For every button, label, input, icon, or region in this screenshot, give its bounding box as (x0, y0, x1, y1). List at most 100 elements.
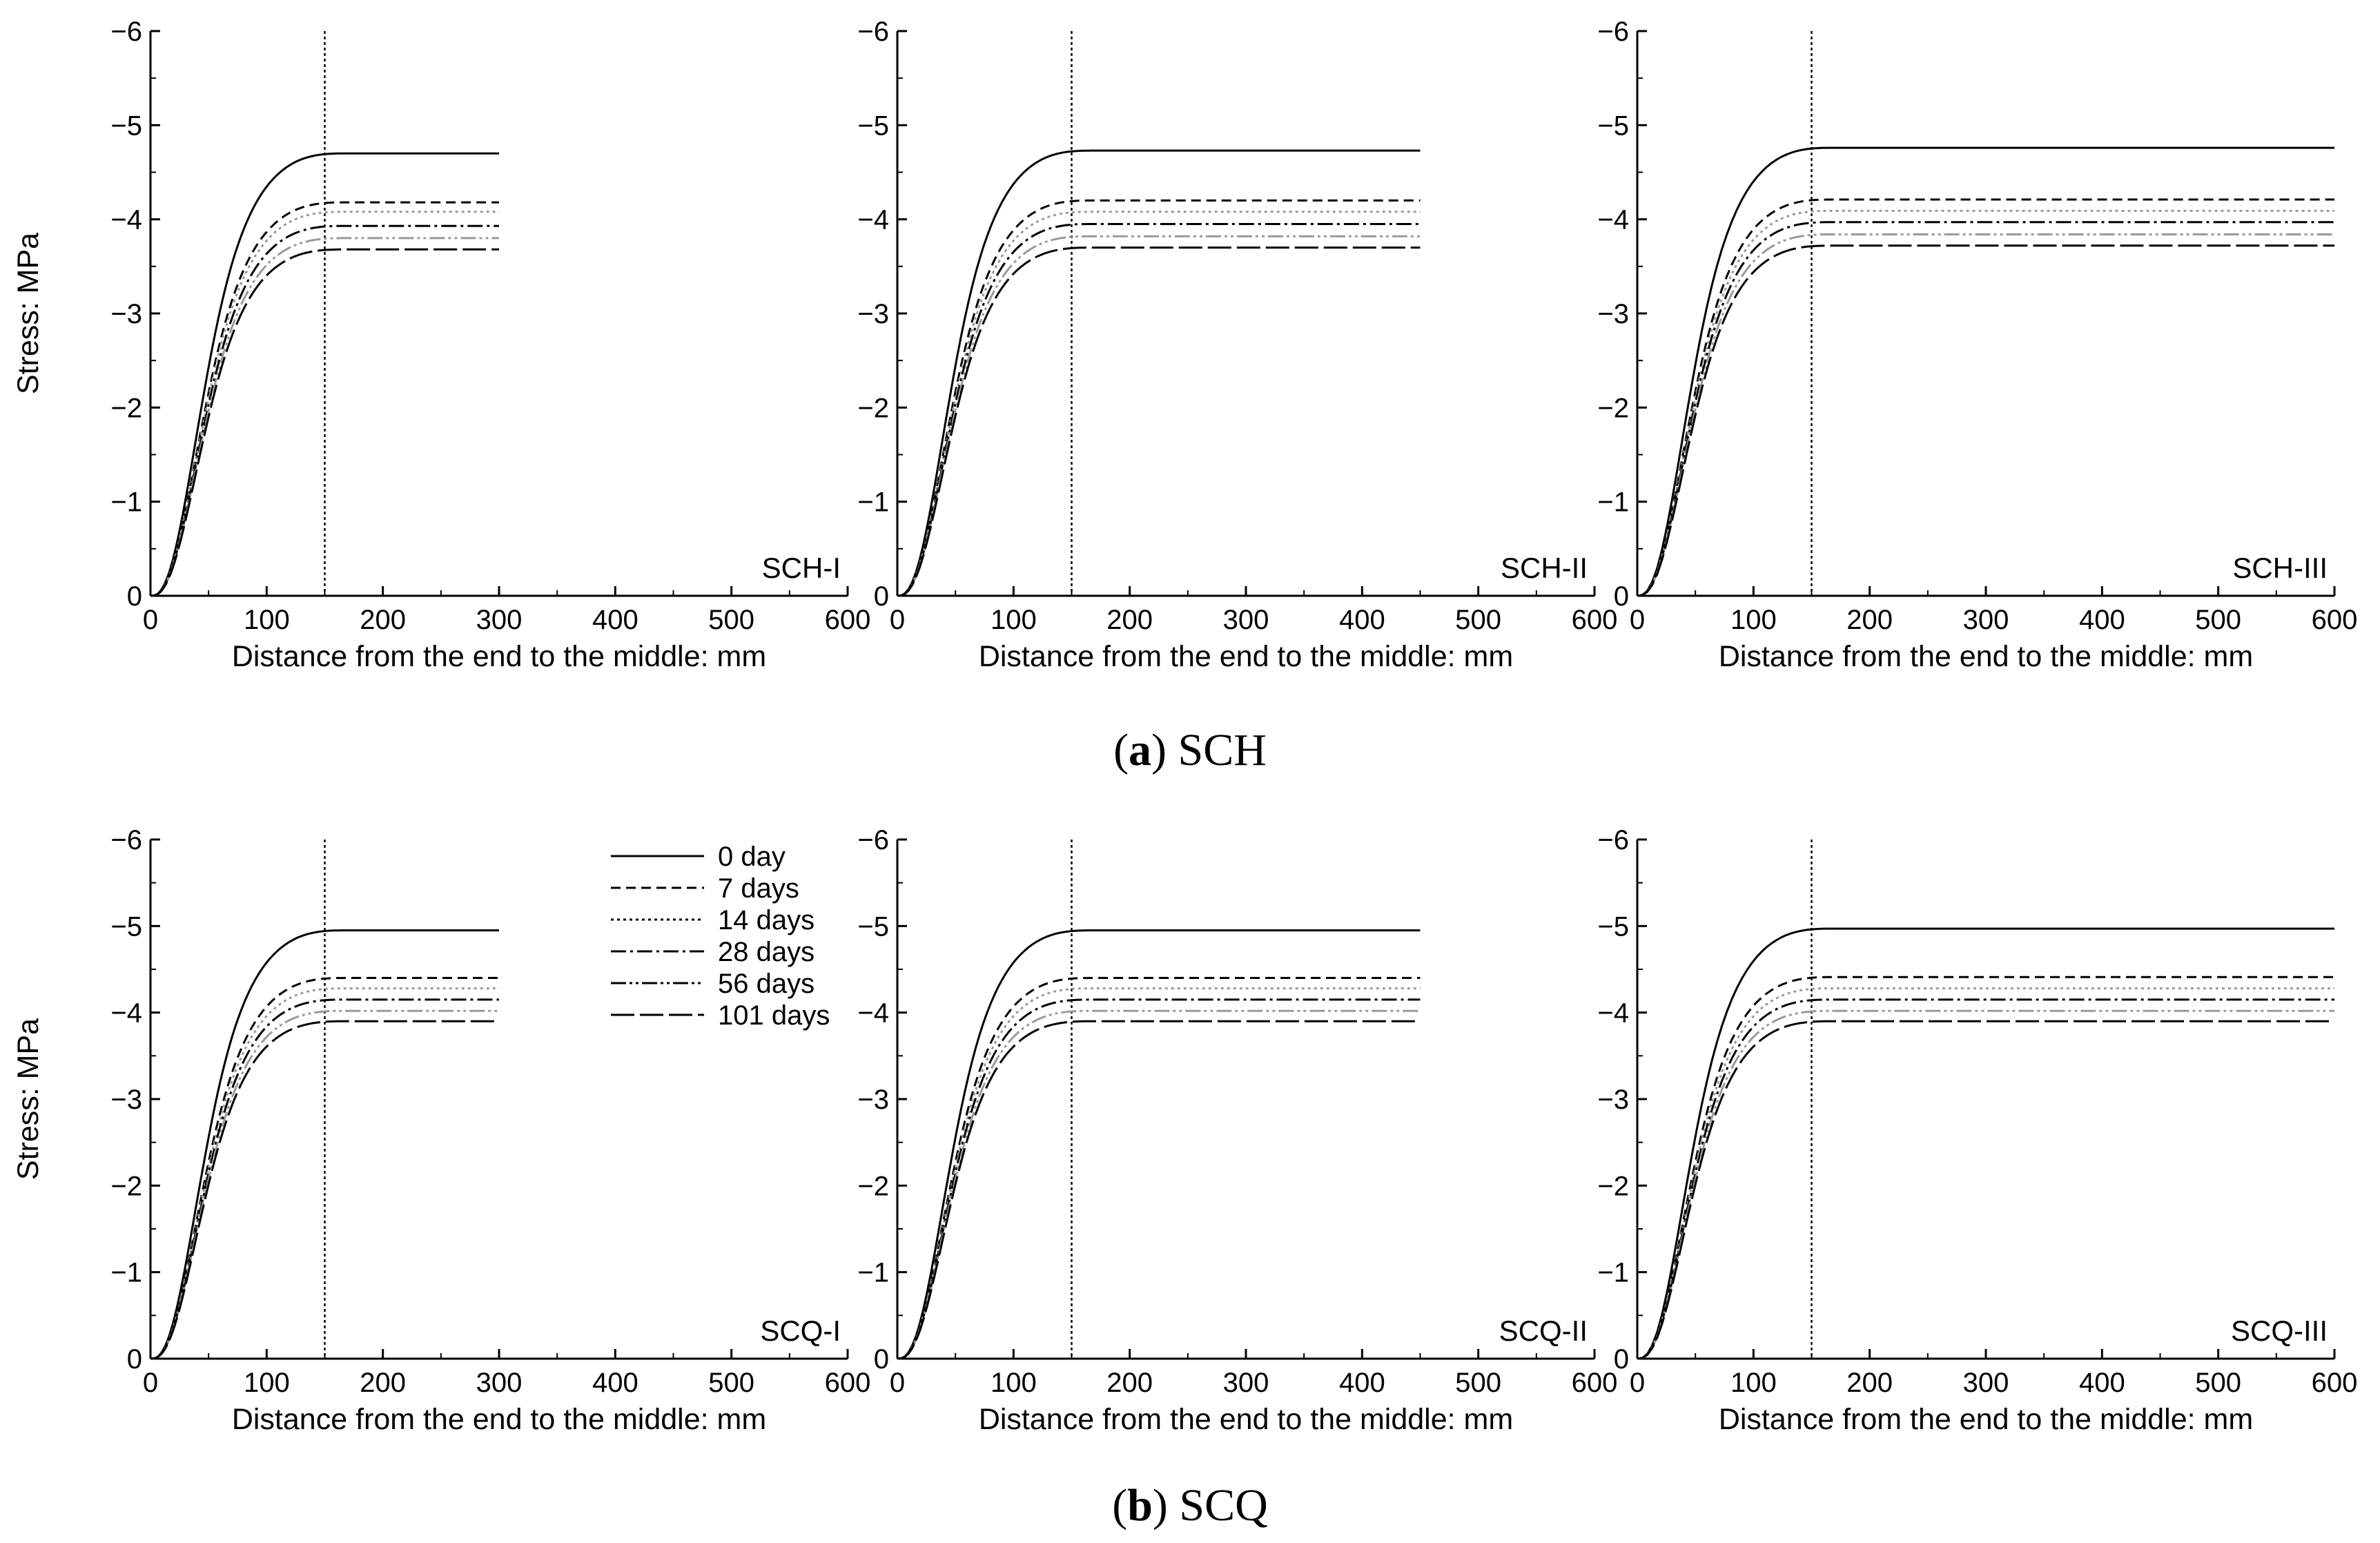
panel-sch-iii-series-0-day (1637, 146, 2334, 597)
panel-scq-ii-series-0-day (897, 929, 1421, 1360)
panel-sch-i-series-56-days (150, 237, 499, 597)
panel-sch-ii-x-tick-label: 100 (991, 605, 1037, 635)
panel-scq-ii-y-tick-label: 0 (874, 1344, 889, 1375)
panel-sch-ii-x-tick-label: 300 (1223, 605, 1269, 635)
panel-sch-ii-y-tick-label: −6 (857, 17, 889, 47)
panel-scq-i-x-axis-title: Distance from the end to the middle: mm (232, 1403, 766, 1436)
panel-sch-i-x-tick-label: 0 (143, 605, 158, 635)
panel-sch-ii-y-tick-label: −5 (857, 110, 889, 141)
panel-scq-i-y-tick-label: −3 (110, 1085, 142, 1115)
panel-scq-ii-x-tick-label: 200 (1106, 1368, 1153, 1398)
panel-scq-i-y-tick-label: −1 (110, 1258, 142, 1288)
panel-scq-iii-x-tick-label: 300 (1963, 1368, 2009, 1398)
panel-sch-ii-y-tick-label: −1 (857, 487, 889, 518)
panel-sch-i-label: SCH-I (762, 552, 841, 584)
panel-sch-ii-y-tick-label: −2 (857, 393, 889, 423)
panel-scq-ii-series-7-days (897, 977, 1421, 1360)
panel-scq-iii-series-7-days (1637, 976, 2334, 1360)
panel-scq-ii-series-28-days (897, 998, 1421, 1360)
panel-sch-iii-series-56-days (1637, 233, 2334, 597)
panel-scq-iii-y-tick-label: −6 (1597, 825, 1629, 855)
panel-scq-iii-series-0-day (1637, 927, 2334, 1360)
panel-sch-iii-label: SCH-III (2232, 552, 2328, 584)
panel-scq-ii-series-101-days (897, 1020, 1421, 1360)
panel-sch-ii-series-0-day (897, 149, 1421, 597)
panel-sch-iii-x-tick-label: 200 (1846, 605, 1893, 635)
panel-scq-iii-series-56-days (1637, 1009, 2334, 1360)
panel-scq-iii-x-tick-label: 100 (1730, 1368, 1777, 1398)
panel-sch-i-x-tick-label: 400 (592, 605, 638, 635)
panel-scq-iii-y-tick-label: −5 (1597, 911, 1629, 942)
panel-sch-i: 0 100 200 300 400 500 600 0 −1 −2 −3 −4 −5 −6 Distance… (12, 17, 870, 673)
panel-sch-iii-y-tick-label: −5 (1597, 110, 1629, 141)
panel-scq-iii-x-tick-label: 0 (1630, 1368, 1645, 1398)
caption-a-letter: a (1129, 725, 1151, 775)
panel-sch-iii-x-axis-title: Distance from the end to the middle: mm (1719, 640, 2253, 673)
panel-sch-iii-series-28-days (1637, 221, 2334, 597)
panel-scq-iii-series-14-days (1637, 987, 2334, 1360)
panel-sch-ii-series-7-days (897, 199, 1421, 597)
caption-a: (a) SCH (1113, 725, 1267, 775)
panel-scq-ii-series-14-days (897, 987, 1421, 1360)
panel-scq-iii-label: SCQ-III (2231, 1314, 2328, 1347)
panel-scq-i-series-56-days (150, 1009, 499, 1360)
panel-scq-iii-x-axis-title: Distance from the end to the middle: mm (1719, 1403, 2253, 1436)
panel-sch-ii-x-tick-label: 400 (1339, 605, 1385, 635)
panel-sch-i-y-tick-label: −5 (110, 110, 142, 141)
panel-scq-ii-x-axis-title: Distance from the end to the middle: mm (979, 1403, 1513, 1436)
panel-sch-iii-x-tick-label: 300 (1963, 605, 2009, 635)
panel-scq-ii-y-tick-label: −1 (857, 1258, 889, 1288)
legend-label-0: 0 day (718, 842, 786, 872)
panel-sch-ii-series-101-days (897, 246, 1421, 597)
panel-scq-i-y-axis-title: Stress: MPa (12, 1018, 45, 1180)
panel-sch-ii-y-tick-label: −3 (857, 299, 889, 329)
caption-b-text: SCQ (1168, 1480, 1268, 1531)
caption-a-text: SCH (1167, 725, 1267, 775)
caption-b: (b) SCQ (1112, 1480, 1268, 1531)
panel-sch-i-x-tick-label: 100 (244, 605, 290, 635)
panel-scq-i-series-0-day (150, 929, 499, 1360)
panel-sch-iii-x-tick-label: 100 (1730, 605, 1777, 635)
panel-scq-i-x-tick-label: 100 (244, 1368, 290, 1398)
panel-scq-i-y-tick-label: −4 (110, 998, 142, 1029)
panel-scq-iii-y-tick-label: −4 (1597, 998, 1629, 1029)
panel-sch-i-y-tick-label: −4 (110, 205, 142, 235)
panel-sch-ii-label: SCH-II (1501, 552, 1588, 584)
panel-scq-i-y-tick-label: 0 (127, 1344, 142, 1375)
panel-sch-ii-y-tick-label: −4 (857, 205, 889, 235)
panel-sch-iii-x-tick-label: 600 (2312, 605, 2358, 635)
panel-scq-iii: 0 100 200 300 400 500 600 0 −1 −2 −3 −4 −5 −6 Distance… (1597, 825, 2357, 1436)
panel-scq-ii-x-tick-label: 400 (1339, 1368, 1385, 1398)
panel-sch-i-x-tick-label: 200 (360, 605, 406, 635)
panel-sch-i-y-tick-label: 0 (127, 581, 142, 612)
panel-scq-i-x-tick-label: 0 (143, 1368, 158, 1398)
panel-sch-ii: 0 100 200 300 400 500 600 0 −1 −2 −3 −4 −5 −6 Distance… (857, 17, 1617, 673)
panel-sch-i-y-tick-label: −3 (110, 299, 142, 329)
panel-scq-i-x-tick-label: 400 (592, 1368, 638, 1398)
panel-scq-ii-x-tick-label: 500 (1455, 1368, 1501, 1398)
panel-sch-i-x-tick-label: 600 (825, 605, 871, 635)
panel-scq-ii-y-tick-label: −6 (857, 825, 889, 855)
panel-sch-iii-y-tick-label: −4 (1597, 205, 1629, 235)
panel-sch-ii-x-tick-label: 600 (1572, 605, 1618, 635)
panel-sch-ii-series-56-days (897, 235, 1421, 597)
panel-sch-iii-series-7-days (1637, 198, 2334, 597)
panel-scq-ii-y-tick-label: −4 (857, 998, 889, 1029)
panel-scq-i-series-14-days (150, 987, 499, 1360)
panel-scq-ii-label: SCQ-II (1499, 1314, 1588, 1347)
panel-sch-i-series-14-days (150, 211, 499, 597)
panel-scq-iii-x-tick-label: 500 (2195, 1368, 2241, 1398)
panel-scq-i-label: SCQ-I (760, 1314, 841, 1347)
panel-scq-iii-x-tick-label: 600 (2312, 1368, 2358, 1398)
panel-scq-i-x-tick-label: 500 (708, 1368, 754, 1398)
legend-label-4: 56 days (718, 969, 815, 999)
panel-sch-i-x-tick-label: 500 (708, 605, 754, 635)
panel-sch-ii-x-tick-label: 200 (1106, 605, 1153, 635)
panel-scq-iii-x-tick-label: 400 (2079, 1368, 2125, 1398)
panel-scq-i-series-28-days (150, 998, 499, 1360)
panel-sch-i-y-tick-label: −6 (110, 17, 142, 47)
panel-sch-i-x-axis-title: Distance from the end to the middle: mm (232, 640, 766, 673)
panel-scq-ii-y-tick-label: −3 (857, 1085, 889, 1115)
panel-sch-iii-series-14-days (1637, 209, 2334, 597)
